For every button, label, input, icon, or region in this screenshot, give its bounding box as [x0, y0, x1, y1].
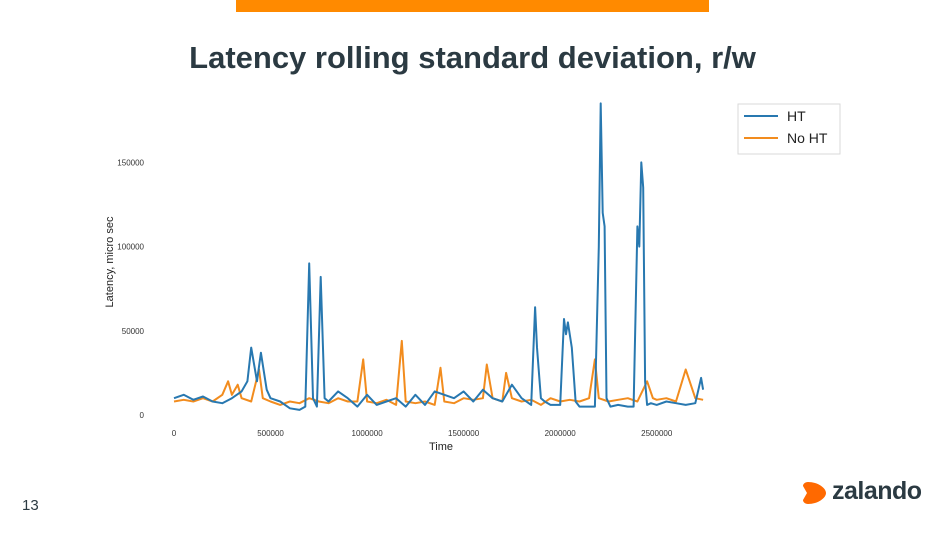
- brand-name: zalando: [832, 477, 922, 505]
- legend-box: [737, 103, 841, 155]
- y-tick-labels: 0 50000 100000 150000: [117, 158, 144, 420]
- series-line-ht: [173, 102, 705, 411]
- y-tick-label: 100000: [117, 243, 144, 252]
- x-tick-label: 2000000: [545, 429, 577, 438]
- y-tick-label: 50000: [122, 327, 145, 336]
- y-tick-label: 0: [140, 411, 145, 420]
- x-tick-label: 0: [172, 429, 177, 438]
- series-line-no-ht: [173, 339, 704, 406]
- x-tick-label: 2500000: [641, 429, 673, 438]
- legend-label: No HT: [787, 130, 828, 146]
- x-tick-labels: 0 500000 1000000 1500000 2000000 2500000: [172, 429, 673, 438]
- x-tick-label: 500000: [257, 429, 284, 438]
- x-tick-label: 1500000: [448, 429, 480, 438]
- y-axis-label: Latency, micro sec: [104, 216, 116, 307]
- y-tick-label: 150000: [117, 158, 144, 167]
- zalando-logo: zalando: [802, 477, 927, 507]
- accent-bar: [236, 0, 709, 12]
- slide-title: Latency rolling standard deviation, r/w: [189, 40, 756, 75]
- zalando-logo-icon: [803, 482, 826, 504]
- page-number: 13: [22, 497, 39, 514]
- legend-label: HT: [787, 108, 806, 124]
- series-lines: [173, 102, 705, 411]
- x-axis-label: Time: [429, 441, 453, 453]
- x-tick-label: 1000000: [352, 429, 384, 438]
- legend: HT No HT: [737, 103, 841, 155]
